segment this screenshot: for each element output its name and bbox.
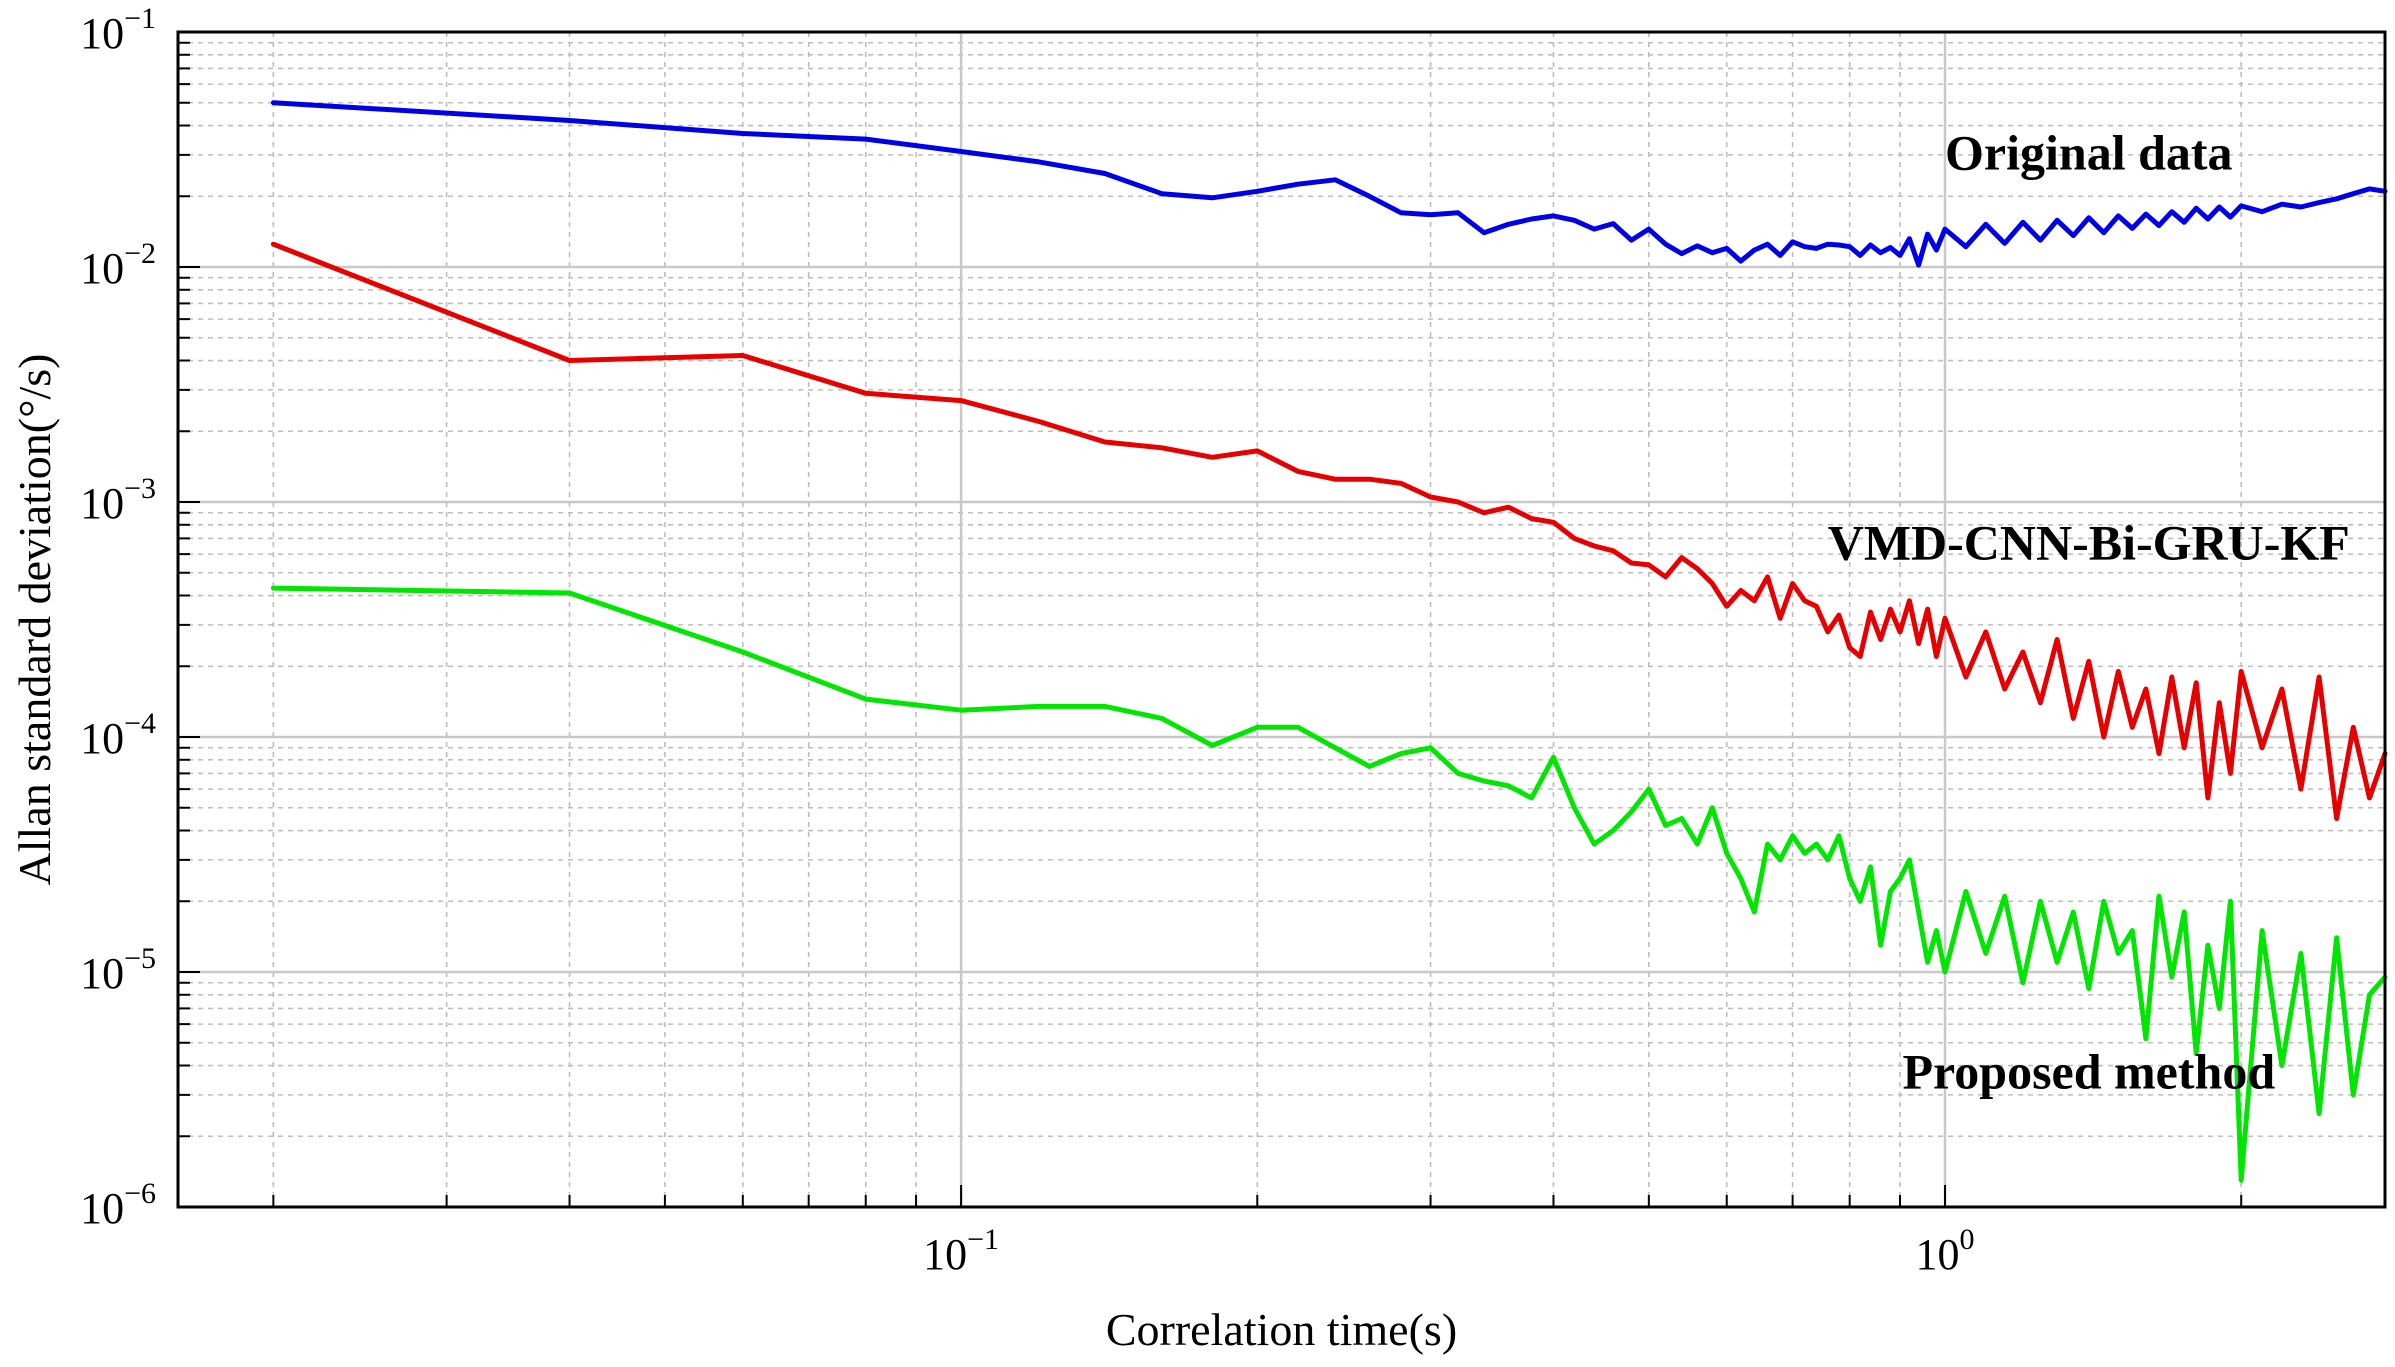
y-tick-label: 10−6 bbox=[80, 1177, 156, 1233]
y-tick-label: 10−5 bbox=[80, 942, 156, 998]
y-tick-labels: 10−1 10−2 10−3 10−4 10−5 10−6 bbox=[80, 2, 156, 1233]
series-line-0 bbox=[270, 100, 2388, 268]
y-tick-label: 10−4 bbox=[80, 707, 156, 763]
annotation-layer: Original data VMD-CNN-Bi-GRU-KF Proposed m… bbox=[1828, 124, 2350, 1099]
series-annotation: VMD-CNN-Bi-GRU-KF bbox=[1828, 514, 2350, 570]
x-tick-labels: 10−1 100 bbox=[923, 1223, 1974, 1279]
y-axis-title: Allan standard deviation(°/s) bbox=[9, 354, 60, 886]
x-tick-label: 100 bbox=[1916, 1223, 1975, 1279]
grid-minor bbox=[178, 32, 2385, 1207]
plot-frame bbox=[176, 30, 2387, 1209]
x-tick-label: 10−1 bbox=[923, 1223, 999, 1279]
x-axis-title: Correlation time(s) bbox=[1106, 1304, 1457, 1355]
axis-ticks bbox=[178, 31, 2243, 1208]
series-layer bbox=[270, 100, 2388, 1183]
series-line-1 bbox=[270, 241, 2388, 821]
y-tick-label: 10−2 bbox=[80, 237, 156, 293]
y-tick-label: 10−3 bbox=[80, 472, 156, 528]
series-annotation: Proposed method bbox=[1902, 1043, 2275, 1099]
series-line-2 bbox=[270, 585, 2388, 1183]
series-annotation: Original data bbox=[1945, 124, 2233, 180]
y-tick-label: 10−1 bbox=[80, 2, 156, 58]
